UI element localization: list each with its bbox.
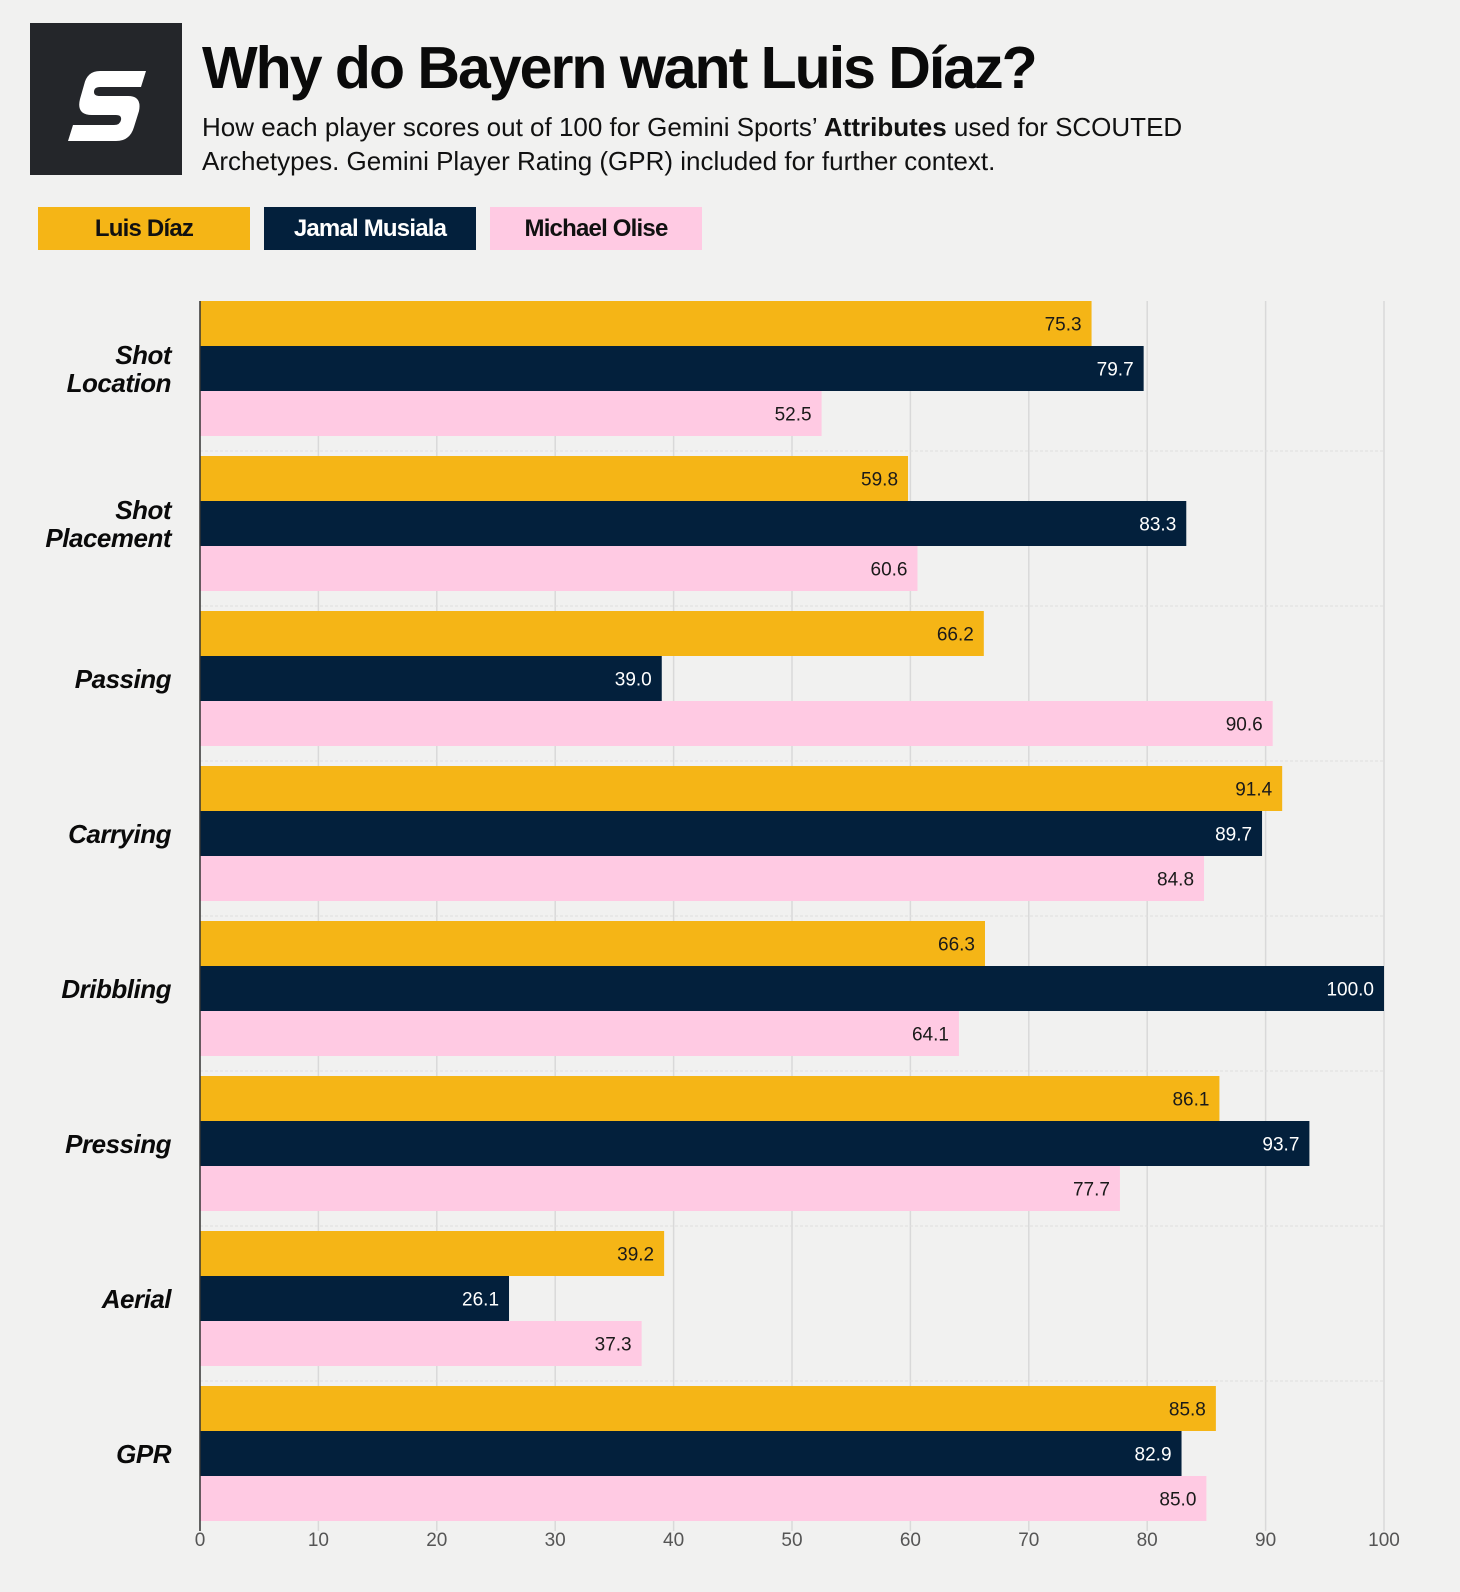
category-label-line: Location (66, 367, 172, 398)
category-label-line: Aerial (101, 1283, 172, 1314)
bar (200, 301, 1092, 346)
bar (200, 1011, 959, 1056)
bar (200, 611, 984, 656)
bar (200, 546, 918, 591)
bar (200, 1121, 1310, 1166)
data-label: 83.3 (1139, 515, 1176, 536)
subtitle-text-pre: How each player scores out of 100 for Ge… (202, 112, 824, 142)
category-label: GPR (116, 1440, 171, 1468)
x-tick-label: 80 (1136, 1530, 1158, 1551)
bar (200, 656, 662, 701)
data-label: 75.3 (1045, 315, 1082, 336)
data-label: 59.8 (861, 470, 898, 491)
data-label: 89.7 (1215, 825, 1252, 846)
bar (200, 766, 1283, 811)
data-label: 39.0 (615, 670, 652, 691)
x-tick-label: 30 (544, 1530, 566, 1551)
bar (200, 1166, 1120, 1211)
legend-item-luis-diaz: Luis Díaz (38, 207, 250, 250)
x-tick-label: 100 (1368, 1530, 1400, 1551)
chart-subtitle: How each player scores out of 100 for Ge… (202, 110, 1322, 178)
data-label: 82.9 (1135, 1445, 1172, 1466)
bar (200, 1386, 1216, 1431)
data-label: 93.7 (1262, 1135, 1299, 1156)
legend-label: Michael Olise (524, 214, 669, 242)
data-label: 66.2 (937, 625, 974, 646)
data-label: 90.6 (1226, 715, 1263, 736)
bar (200, 346, 1144, 391)
category-label: Pressing (65, 1130, 171, 1158)
x-tick-label: 40 (663, 1530, 685, 1551)
category-label: Shot Location (66, 339, 172, 398)
gemini-sports-logo (30, 23, 182, 175)
x-tick-label: 50 (781, 1530, 803, 1551)
x-tick-label: 10 (307, 1530, 329, 1551)
legend-item-jamal-musiala: Jamal Musiala (264, 207, 476, 250)
bar (200, 1231, 665, 1276)
data-label: 52.5 (775, 405, 812, 426)
legend-item-michael-olise: Michael Olise (490, 207, 702, 250)
data-label: 64.1 (912, 1025, 949, 1046)
s-logo-icon (68, 71, 146, 141)
category-label-line: GPR (116, 1438, 171, 1469)
bar (200, 391, 822, 436)
category-label-line: Passing (74, 663, 172, 694)
category-label-line: Carrying (68, 818, 171, 849)
category-label-line: Placement (45, 522, 171, 553)
bar (200, 921, 985, 966)
data-label: 39.2 (617, 1245, 654, 1266)
bar (200, 456, 909, 501)
data-label: 37.3 (595, 1335, 632, 1356)
data-label: 79.7 (1097, 360, 1134, 381)
data-label: 84.8 (1157, 870, 1194, 891)
data-label: 77.7 (1073, 1180, 1110, 1201)
category-label: Aerial (101, 1283, 172, 1314)
data-label: 100.0 (1326, 980, 1374, 1001)
bar (200, 1431, 1182, 1476)
category-label-line: Shot (115, 494, 171, 525)
bar (200, 501, 1187, 546)
x-tick-label: 20 (426, 1530, 448, 1551)
x-tick-label: 0 (194, 1530, 206, 1551)
bar (200, 1076, 1220, 1121)
data-label: 26.1 (462, 1290, 499, 1311)
category-label-line: Pressing (65, 1128, 171, 1159)
bar (200, 1276, 510, 1321)
data-label: 66.3 (938, 935, 975, 956)
bar (200, 1321, 642, 1366)
bar (200, 811, 1263, 856)
category-label: Dribbling (61, 975, 171, 1003)
chart-title: Why do Bayern want Luis Díaz? (202, 35, 1038, 101)
subtitle-text-post: used for SCOUTED Archetypes. Gemini Play… (202, 112, 1183, 176)
legend-label: Jamal Musiala (293, 214, 447, 242)
bar (200, 701, 1273, 746)
bar (200, 1476, 1207, 1521)
category-label-line: Dribbling (61, 973, 171, 1004)
legend-label: Luis Díaz (94, 214, 194, 242)
bar (200, 966, 1384, 1011)
category-label: Shot Placement (45, 496, 171, 552)
data-label: 85.0 (1159, 1490, 1196, 1511)
x-tick-label: 60 (899, 1530, 921, 1551)
x-tick-label: 90 (1255, 1530, 1277, 1551)
x-tick-label: 70 (1018, 1530, 1040, 1551)
bar (200, 856, 1205, 901)
category-label: Carrying (68, 820, 171, 848)
data-label: 91.4 (1235, 780, 1272, 801)
data-label: 85.8 (1169, 1400, 1206, 1421)
data-label: 60.6 (871, 560, 908, 581)
category-label: Passing (74, 663, 172, 694)
subtitle-text-bold: Attributes (823, 112, 947, 142)
category-label-line: Shot (115, 339, 171, 370)
data-label: 86.1 (1172, 1090, 1209, 1111)
